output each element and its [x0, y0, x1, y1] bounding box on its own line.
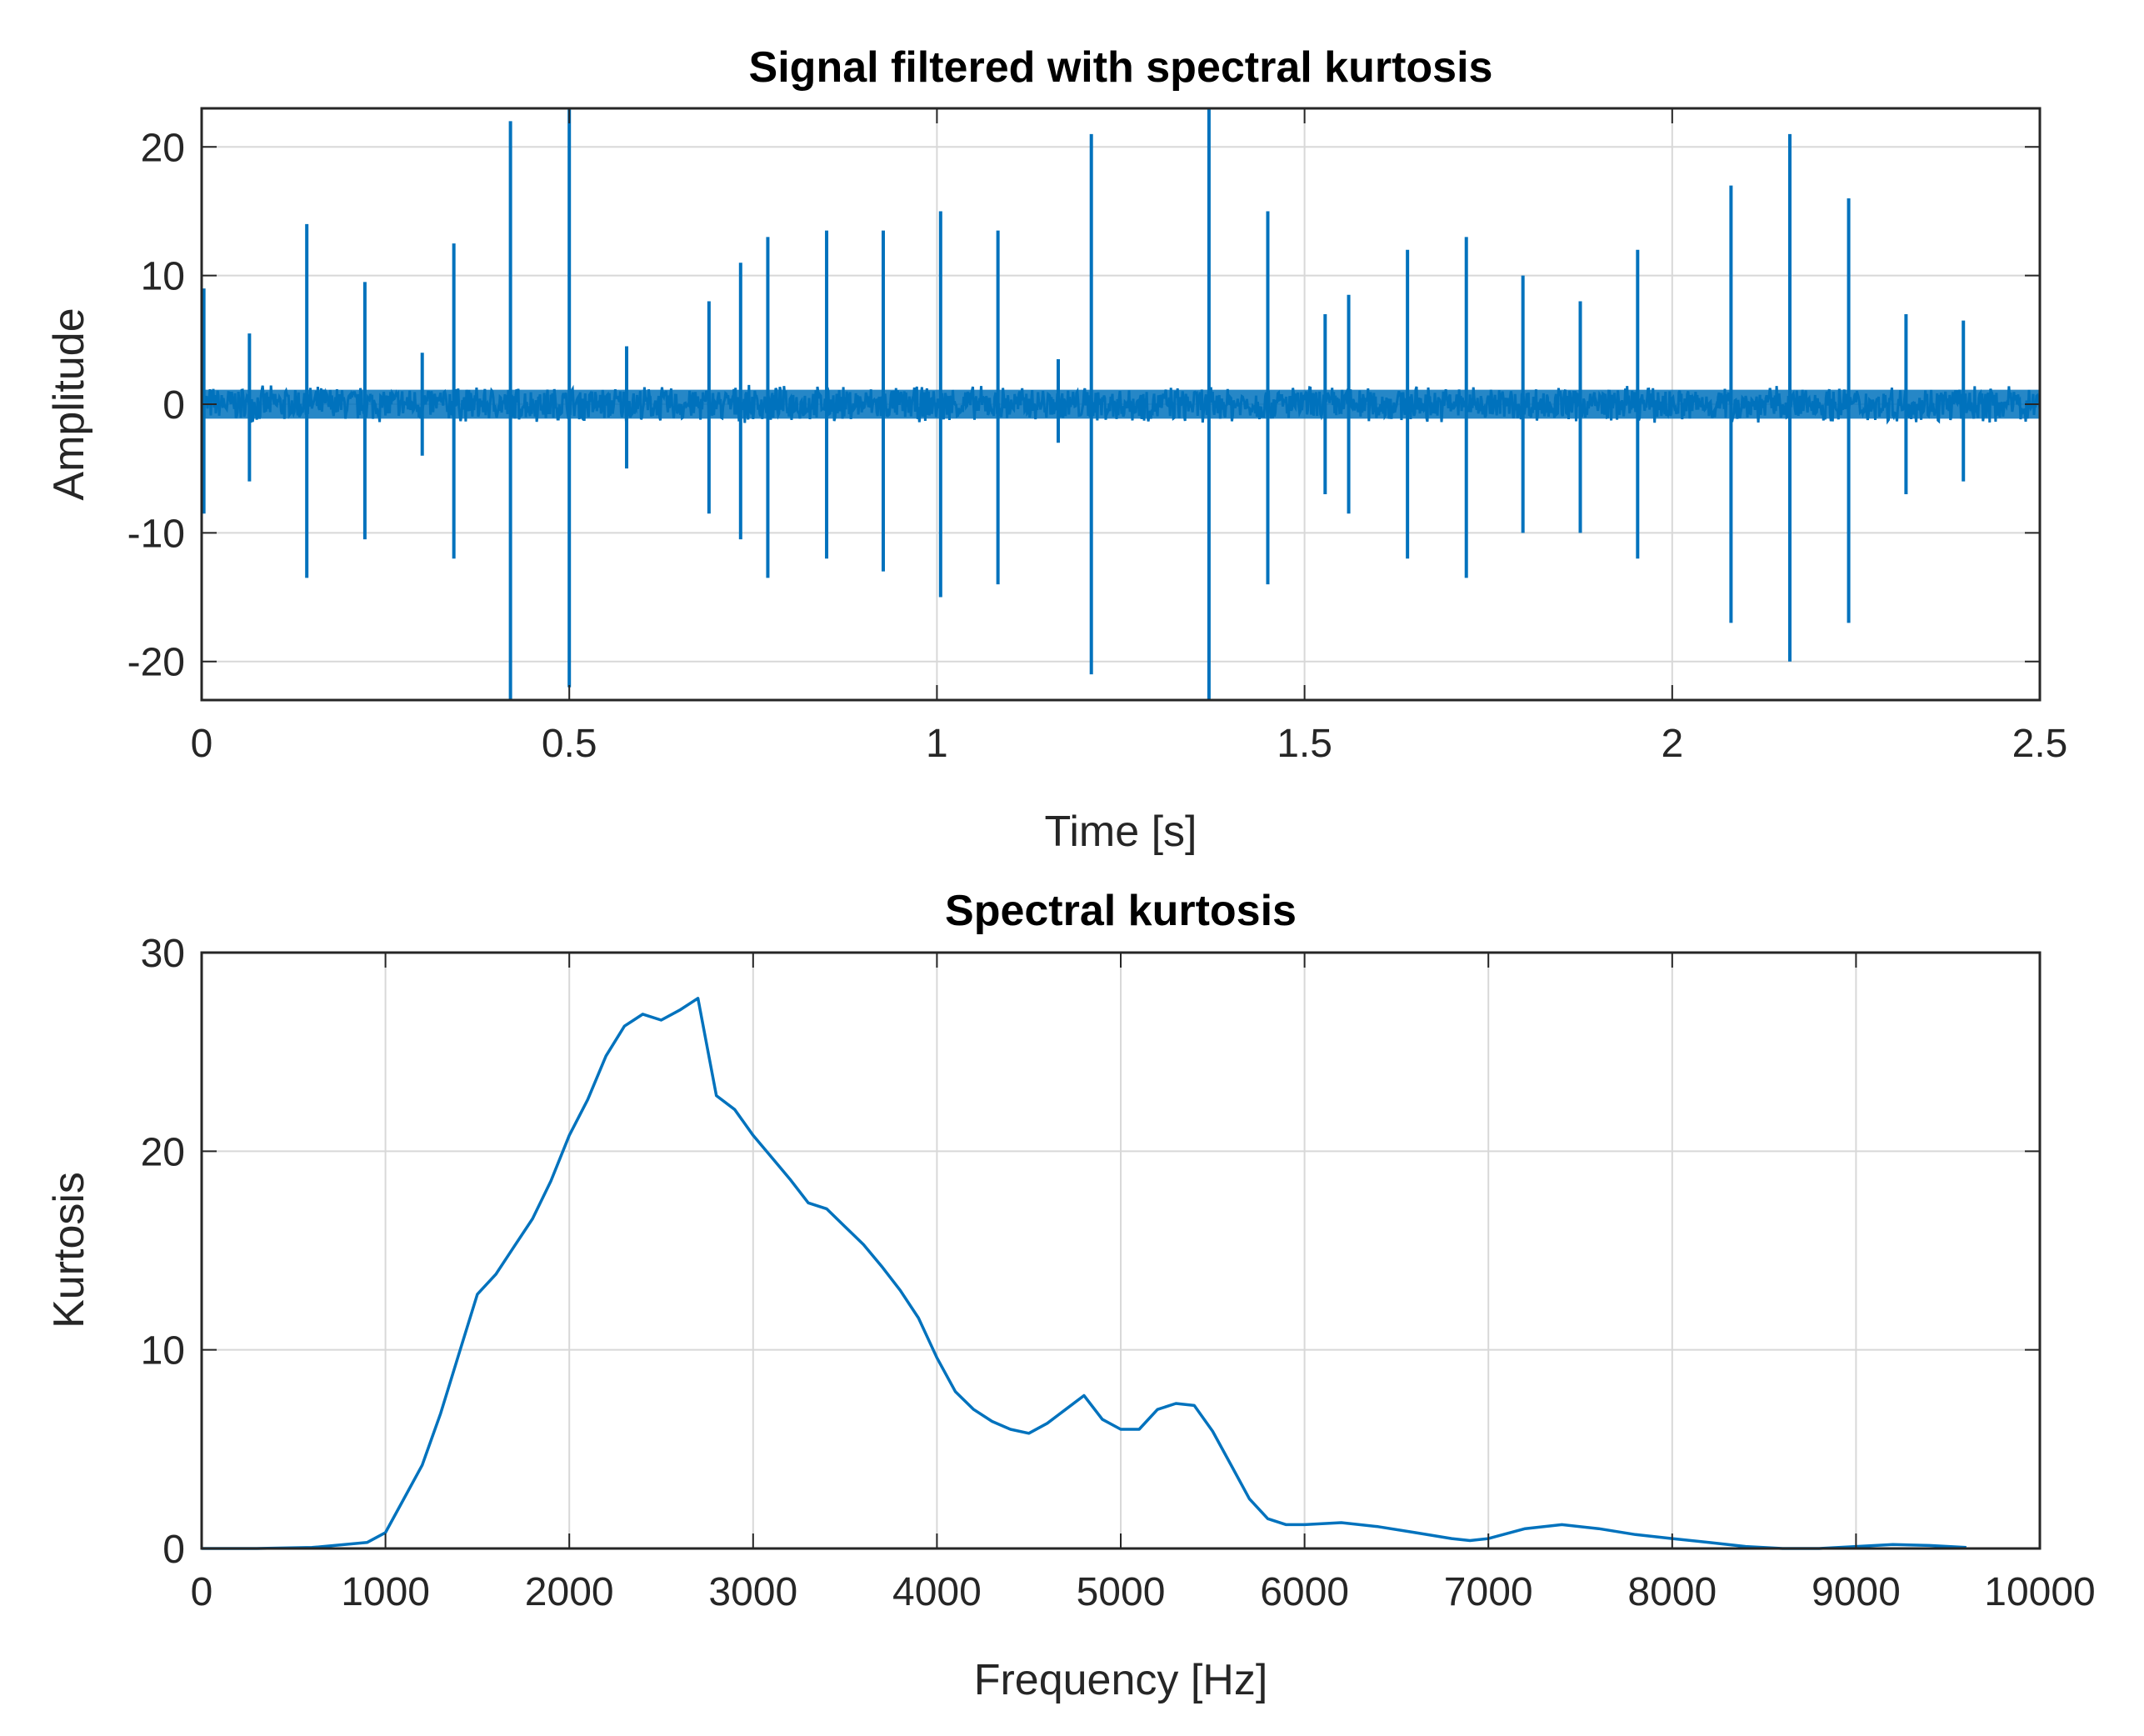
x-tick-label: 0.5	[542, 722, 597, 766]
y-tick-label: 0	[162, 1528, 185, 1572]
ticks: 0 1000 2000 3000 4000 5000 6000 7000 8000 9000 100…	[141, 932, 2096, 1614]
x-tick-label: 3000	[708, 1570, 797, 1614]
chart-title: Signal filtered with spectral kurtosis	[749, 43, 1493, 92]
y-axis-label: Amplitude	[45, 308, 93, 500]
x-tick-label: 10000	[1984, 1570, 2095, 1614]
spectral-kurtosis-chart: Spectral kurtosis 0 1000 2000 3000 4000 5000 6…	[45, 887, 2096, 1704]
y-axis-label: Kurtosis	[45, 1172, 93, 1328]
signal-series	[200, 108, 2042, 700]
x-tick-label: 2	[1661, 722, 1683, 766]
x-tick-label: 4000	[892, 1570, 982, 1614]
y-tick-label: -10	[127, 512, 185, 556]
y-tick-label: 20	[141, 1130, 185, 1174]
x-tick-label: 2.5	[2012, 722, 2068, 766]
x-tick-label: 1.5	[1277, 722, 1332, 766]
x-tick-label: 5000	[1077, 1570, 1166, 1614]
x-axis-label: Frequency [Hz]	[974, 1656, 1268, 1704]
y-tick-label: 0	[162, 383, 185, 428]
chart-title: Spectral kurtosis	[945, 887, 1297, 935]
x-tick-label: 1	[926, 722, 948, 766]
noise-band	[202, 389, 2040, 419]
y-tick-label: 20	[141, 126, 185, 170]
x-tick-label: 0	[191, 722, 213, 766]
x-tick-label: 0	[191, 1570, 213, 1614]
x-axis-label: Time [s]	[1045, 808, 1197, 856]
x-tick-label: 9000	[1812, 1570, 1901, 1614]
kurtosis-line	[202, 997, 1967, 1550]
x-tick-label: 8000	[1627, 1570, 1717, 1614]
y-tick-label: 10	[141, 255, 185, 299]
kurtosis-series	[202, 997, 1967, 1550]
signal-chart: Signal filtered with spectral kurtosis 0…	[45, 43, 2067, 856]
x-tick-label: 1000	[341, 1570, 430, 1614]
y-tick-label: -20	[127, 641, 185, 685]
x-tick-label: 6000	[1260, 1570, 1349, 1614]
y-tick-label: 10	[141, 1329, 185, 1373]
ticks: 0 0.5 1 1.5 2 2.5 20 10 0 -10 -20	[127, 108, 2068, 766]
y-tick-label: 30	[141, 932, 185, 976]
x-tick-label: 7000	[1444, 1570, 1533, 1614]
x-tick-label: 2000	[525, 1570, 614, 1614]
